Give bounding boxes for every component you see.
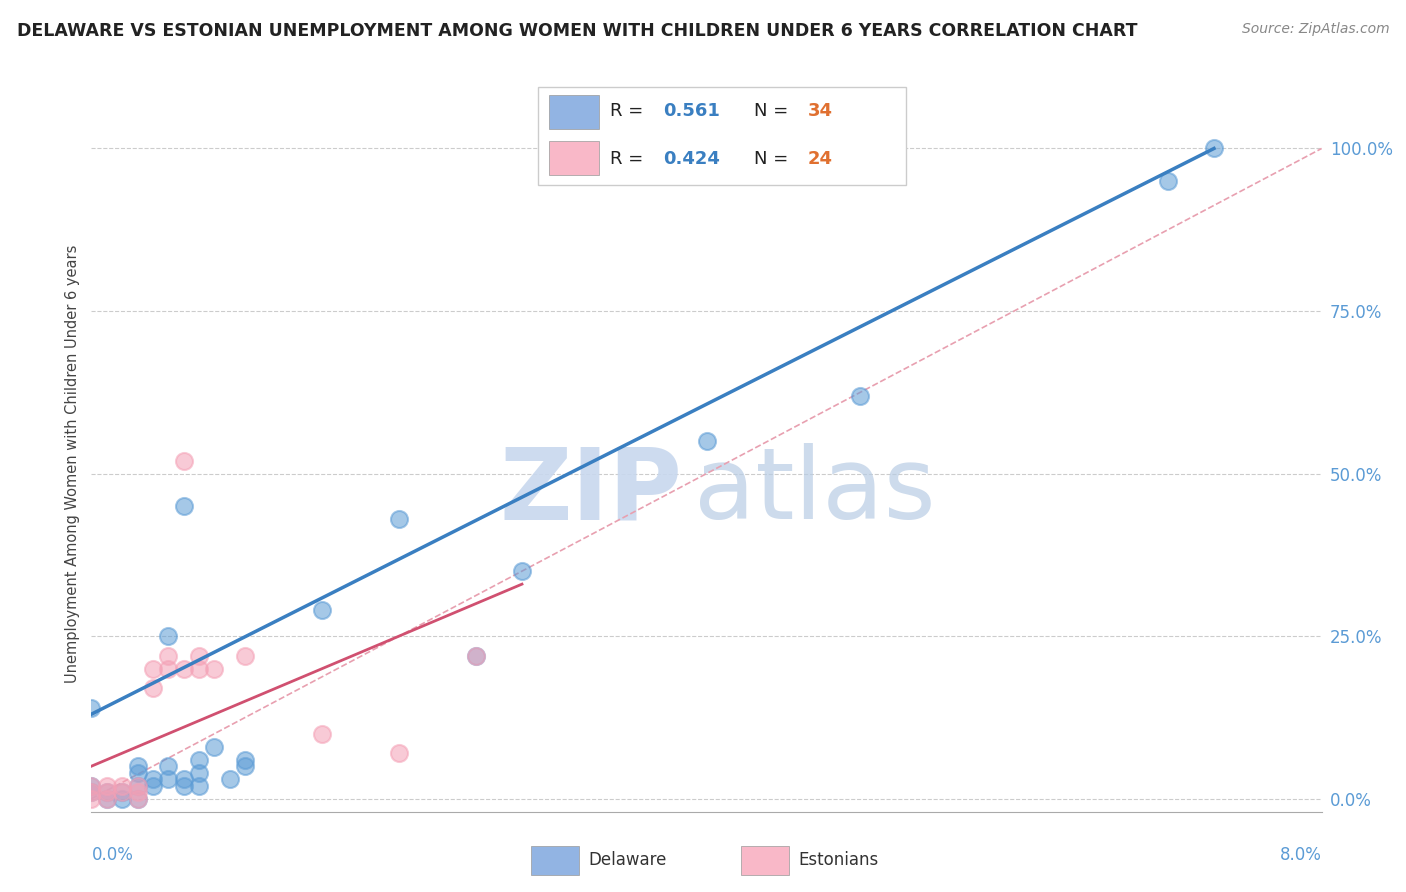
FancyBboxPatch shape [741, 846, 789, 875]
FancyBboxPatch shape [550, 141, 599, 175]
Text: atlas: atlas [695, 443, 936, 541]
Point [464, 648, 486, 663]
Point [849, 388, 872, 402]
Point [80, 785, 103, 799]
Text: N =: N = [755, 150, 794, 168]
Text: 8.0%: 8.0% [1279, 847, 1322, 864]
Text: 34: 34 [807, 103, 832, 120]
Point [127, 759, 149, 773]
Text: Delaware: Delaware [588, 851, 666, 870]
Point [188, 648, 211, 663]
Point [188, 765, 211, 780]
Point [695, 434, 717, 448]
Point [388, 746, 411, 760]
Point [464, 648, 486, 663]
Text: 0.0%: 0.0% [91, 847, 134, 864]
Point [510, 564, 533, 578]
Text: 0.424: 0.424 [664, 150, 720, 168]
Text: DELAWARE VS ESTONIAN UNEMPLOYMENT AMONG WOMEN WITH CHILDREN UNDER 6 YEARS CORREL: DELAWARE VS ESTONIAN UNEMPLOYMENT AMONG … [17, 22, 1137, 40]
Point [96, 785, 118, 799]
Text: 24: 24 [807, 150, 832, 168]
Point [96, 785, 118, 799]
Text: ZIP: ZIP [499, 443, 682, 541]
Point [157, 648, 180, 663]
Text: Estonians: Estonians [799, 851, 879, 870]
Text: N =: N = [755, 103, 794, 120]
Point [111, 779, 134, 793]
Point [127, 785, 149, 799]
Point [80, 779, 103, 793]
Point [127, 765, 149, 780]
Point [157, 772, 180, 787]
Point [233, 648, 256, 663]
Point [127, 791, 149, 805]
Text: 0.561: 0.561 [664, 103, 720, 120]
Point [142, 772, 165, 787]
Point [157, 759, 180, 773]
Point [173, 499, 195, 513]
Point [80, 779, 103, 793]
Point [157, 662, 180, 676]
Text: R =: R = [610, 150, 650, 168]
FancyBboxPatch shape [531, 846, 579, 875]
Point [188, 662, 211, 676]
Point [111, 791, 134, 805]
Point [233, 759, 256, 773]
Point [127, 779, 149, 793]
FancyBboxPatch shape [550, 95, 599, 128]
Point [142, 662, 165, 676]
Point [188, 753, 211, 767]
Point [173, 453, 195, 467]
Point [173, 662, 195, 676]
Point [80, 700, 103, 714]
Point [96, 791, 118, 805]
Point [111, 785, 134, 799]
Point [96, 791, 118, 805]
Point [1202, 141, 1225, 155]
Point [173, 772, 195, 787]
Point [157, 629, 180, 643]
Point [96, 779, 118, 793]
Point [142, 779, 165, 793]
Point [111, 785, 134, 799]
Point [233, 753, 256, 767]
Point [80, 791, 103, 805]
Point [80, 785, 103, 799]
Point [173, 779, 195, 793]
Point [202, 662, 225, 676]
Point [127, 791, 149, 805]
FancyBboxPatch shape [538, 87, 907, 186]
Point [218, 772, 240, 787]
Point [188, 779, 211, 793]
Point [1157, 174, 1180, 188]
Point [311, 603, 333, 617]
Point [311, 727, 333, 741]
Point [127, 779, 149, 793]
Point [142, 681, 165, 695]
Point [202, 739, 225, 754]
Y-axis label: Unemployment Among Women with Children Under 6 years: Unemployment Among Women with Children U… [65, 244, 80, 683]
Text: Source: ZipAtlas.com: Source: ZipAtlas.com [1241, 22, 1389, 37]
Point [388, 512, 411, 526]
Text: R =: R = [610, 103, 650, 120]
